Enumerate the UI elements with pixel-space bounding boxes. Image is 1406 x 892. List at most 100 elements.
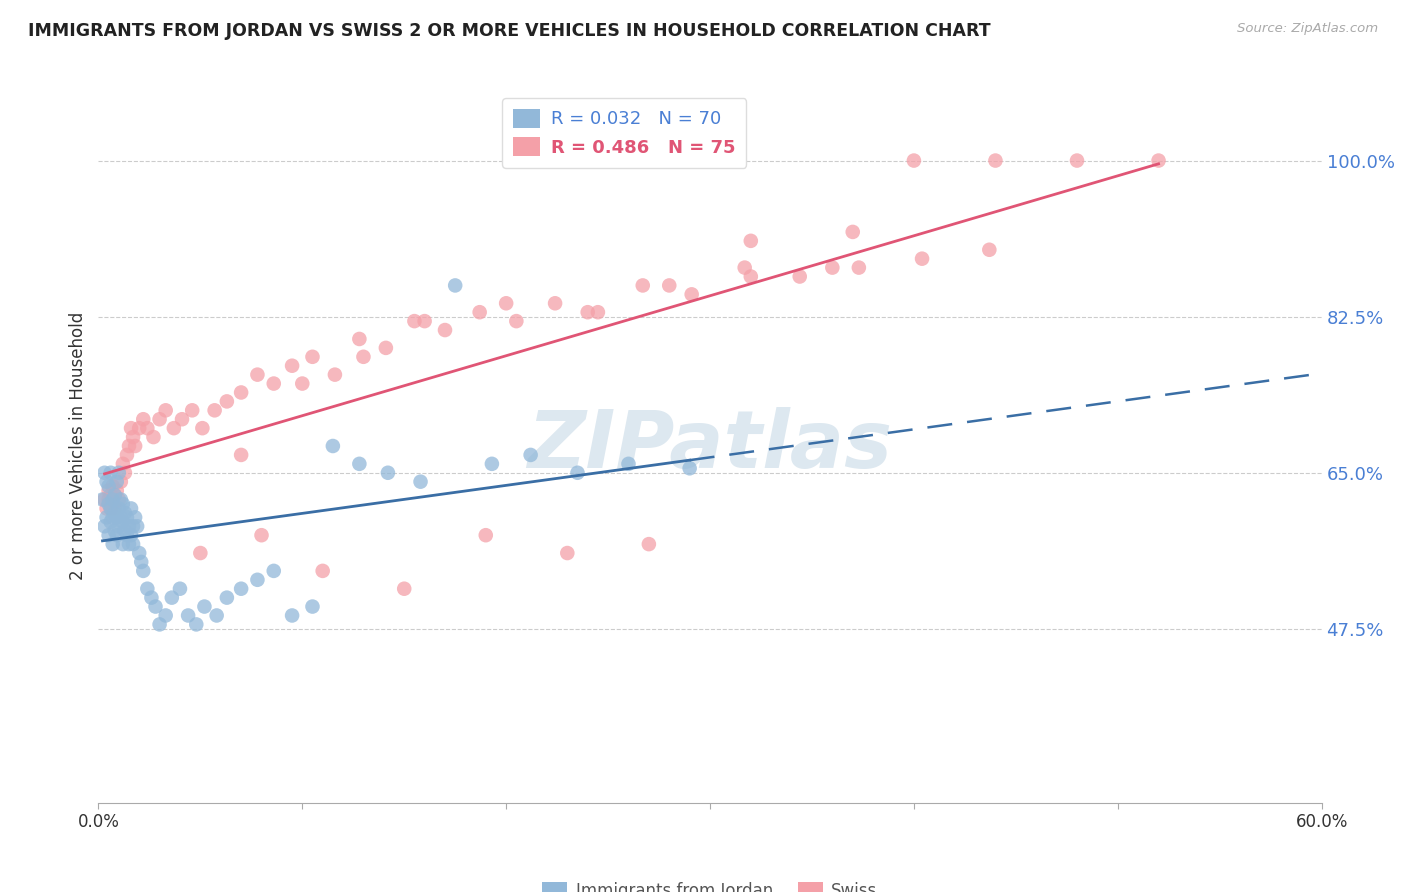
Point [155,608,177,623]
Point [97,483,120,498]
Point [1147,153,1170,168]
Point [246,368,269,382]
Point [149,412,172,426]
Point [637,537,661,551]
Point [474,528,498,542]
Point [108,492,131,507]
Point [444,278,467,293]
Point [97,497,120,511]
Point [141,591,163,605]
Point [519,448,541,462]
Point [468,305,491,319]
Point [145,599,167,614]
Point [481,457,503,471]
Point [101,510,124,524]
Point [136,421,159,435]
Point [111,457,134,471]
Point [848,260,870,275]
Point [122,519,145,533]
Point [118,519,141,533]
Point [111,537,134,551]
Point [149,617,172,632]
Legend: Immigrants from Jordan, Swiss: Immigrants from Jordan, Swiss [536,875,884,892]
Point [349,332,371,346]
Point [312,564,335,578]
Point [505,314,527,328]
Point [352,350,374,364]
Point [114,466,136,480]
Point [93,466,115,480]
Text: ZIPatlas: ZIPatlas [527,407,893,485]
Point [97,479,120,493]
Point [100,501,122,516]
Point [177,608,200,623]
Point [740,234,762,248]
Point [979,243,1001,257]
Point [392,582,416,596]
Point [841,225,863,239]
Point [291,376,314,391]
Point [617,457,640,471]
Point [111,515,134,529]
Point [984,153,1007,168]
Point [122,430,145,444]
Point [163,421,186,435]
Point [231,448,253,462]
Point [97,492,120,507]
Point [170,412,193,426]
Point [181,403,204,417]
Point [301,350,323,364]
Point [322,439,344,453]
Point [104,501,127,516]
Point [105,475,128,489]
Point [114,524,136,538]
Point [108,466,131,480]
Point [679,461,702,475]
Point [250,528,273,542]
Point [104,524,127,538]
Point [93,492,115,507]
Point [120,528,142,542]
Point [105,528,128,542]
Point [101,537,124,551]
Point [349,457,371,471]
Point [115,528,138,542]
Text: IMMIGRANTS FROM JORDAN VS SWISS 2 OR MORE VEHICLES IN HOUSEHOLD CORRELATION CHAR: IMMIGRANTS FROM JORDAN VS SWISS 2 OR MOR… [28,22,991,40]
Point [96,501,118,516]
Point [789,269,811,284]
Point [100,466,122,480]
Point [188,546,212,560]
Point [115,448,138,462]
Point [301,599,323,614]
Point [681,287,703,301]
Point [110,492,132,507]
Point [108,519,131,533]
Point [734,260,756,275]
Point [281,608,304,623]
Point [821,260,844,275]
Point [129,555,152,569]
Point [114,506,136,520]
Point [658,278,681,293]
Point [377,466,399,480]
Point [100,488,122,502]
Point [124,439,146,453]
Point [118,537,141,551]
Point [740,269,762,284]
Point [169,582,191,596]
Point [104,506,127,520]
Point [193,599,215,614]
Point [911,252,934,266]
Point [409,475,432,489]
Point [136,582,159,596]
Point [215,394,238,409]
Point [124,510,146,524]
Point [132,564,155,578]
Point [128,546,150,560]
Point [101,492,124,507]
Point [323,368,346,382]
Point [100,515,122,529]
Point [104,488,127,502]
Point [231,385,253,400]
Point [96,475,118,489]
